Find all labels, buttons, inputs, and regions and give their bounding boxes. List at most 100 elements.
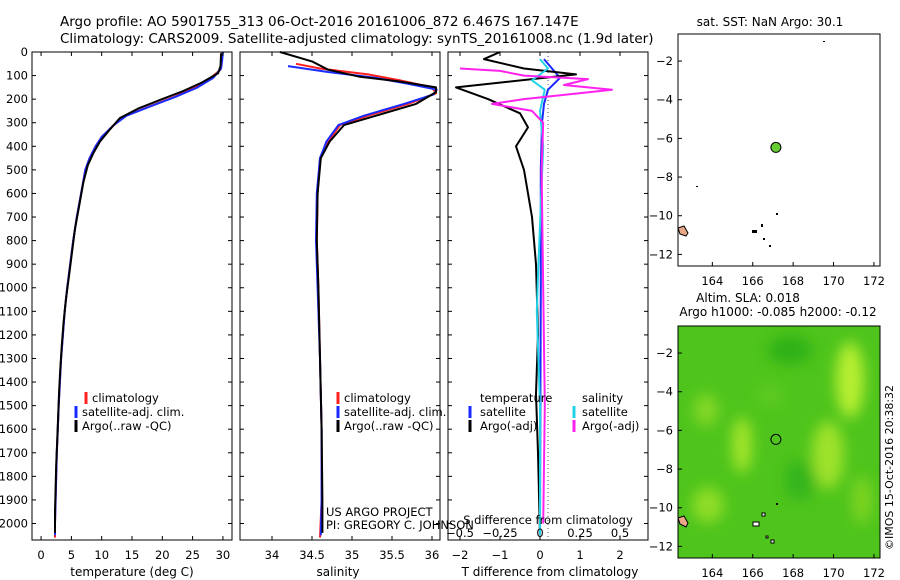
latitude-tick-label: −6 (656, 131, 673, 145)
temperature-x-tick-label: 0 (37, 548, 44, 562)
island (752, 230, 757, 233)
argo-float-position-marker (770, 141, 782, 153)
island (765, 535, 769, 539)
difference-x-tick-label: −1 (492, 548, 509, 562)
sla-map-title-line2: Argo h1000: -0.085 h2000: -0.12 (679, 305, 876, 319)
island (823, 41, 825, 42)
difference-legend: temperature salinity satellite Argo(-adj… (468, 391, 639, 433)
difference-x-tick-label: 2 (616, 548, 623, 562)
latitude-tick-label: −4 (656, 385, 673, 399)
depth-tick-label: 1800 (0, 469, 28, 483)
s-difference-tick-label: 0.5 (611, 526, 629, 540)
island (761, 224, 763, 227)
depth-tick-label: 400 (6, 139, 28, 153)
legend-temperature-title: temperature (480, 391, 552, 405)
sst-map-title: sat. SST: NaN Argo: 30.1 (697, 15, 844, 29)
island (776, 503, 778, 505)
salinity-series-climatology (295, 62, 437, 538)
depth-tick-label: 1200 (0, 328, 28, 342)
sla-map-title-line1: Altim. SLA: 0.018 (696, 291, 800, 305)
sla-map-panel: Altim. SLA: 0.018 Argo h1000: -0.085 h20… (649, 291, 885, 580)
latitude-tick-label: −12 (649, 247, 673, 261)
legend-argo-label: Argo(..raw -QC) (82, 419, 172, 433)
legend-satellite-label: satellite-adj. clim. (344, 405, 446, 419)
s-difference-tick-label: −0.5 (446, 526, 474, 540)
temperature-x-tick-label: 25 (185, 548, 200, 562)
salinity-series-satellite-adj-clim- (287, 65, 438, 536)
temperature-x-tick-label: 30 (216, 548, 231, 562)
legend-climatology-label: climatology (344, 391, 411, 405)
depth-tick-label: 1100 (0, 304, 28, 318)
project-credit: US ARGO PROJECT (326, 505, 434, 519)
s-difference-x-ticks: −0.5 −0.25 0 0.25 0.5 (446, 526, 629, 540)
salinity-x-tick-label: 36 (425, 548, 440, 562)
sla-patch (694, 394, 718, 426)
latitude-tick-label: −12 (649, 539, 673, 553)
temperature-profile-lines (54, 51, 224, 538)
sla-patch (768, 336, 812, 364)
imos-credit: ©IMOS 15-Oct-2016 20:38:32 (883, 385, 896, 550)
temperature-legend: climatology satellite-adj. clim. Argo(..… (74, 391, 184, 433)
longitude-tick-label: 170 (823, 566, 845, 580)
island (696, 186, 698, 187)
longitude-tick-label: 168 (782, 274, 804, 288)
temperature-panel: 0 5 10 15 20 25 30 0 100 200 300 400 500 600 700 800 90… (0, 45, 233, 579)
difference-profile-lines (455, 51, 613, 536)
temperature-x-tick-label: 5 (68, 548, 75, 562)
latitude-tick-label: −8 (656, 170, 673, 184)
depth-tick-label: 200 (6, 92, 28, 106)
island (752, 521, 760, 527)
s-difference-tick-label: −0.25 (482, 526, 517, 540)
sla-patch (758, 383, 782, 407)
figure-title-line1: Argo profile: AO 5901755_313 06-Oct-2016… (60, 14, 579, 30)
depth-tick-label: 100 (6, 69, 28, 83)
sst-map-panel: sat. SST: NaN Argo: 30.1 164 166 168 170 172… (649, 15, 885, 288)
s-difference-tick-label: 0.25 (567, 526, 593, 540)
difference-x-tick-label: 1 (576, 548, 583, 562)
temperature-x-tick-label: 20 (155, 548, 170, 562)
sst-map-y-ticks: −2 −4 −6 −8 −10 −12 (649, 54, 682, 261)
s-difference-label: S difference from climatology (463, 513, 633, 527)
depth-tick-label: 700 (6, 210, 28, 224)
legend-argo-label: Argo(..raw -QC) (344, 419, 434, 433)
salinity-series-argo-raw-qc- (279, 51, 437, 533)
depth-tick-label: 1400 (0, 375, 28, 389)
sla-map-frame (677, 325, 881, 559)
figure-title-line2: Climatology: CARS2009. Satellite-adjuste… (60, 31, 653, 47)
legend-salinity-title: salinity (582, 391, 623, 405)
argo-float-position-marker (770, 433, 782, 445)
island (761, 512, 766, 517)
salinity-panel: 34 34.5 35 35.5 36 salinity climatology sate… (239, 51, 474, 579)
legend-t-argo-label: Argo(-adj) (480, 419, 537, 433)
temperature-x-ticks: 0 5 10 15 20 25 30 (37, 52, 230, 562)
difference-series-t-satellite (539, 58, 561, 536)
t-difference-x-ticks: −2 −1 0 1 2 (452, 52, 624, 562)
longitude-tick-label: 166 (742, 274, 764, 288)
longitude-tick-label: 172 (863, 566, 885, 580)
depth-tick-label: 1000 (0, 281, 28, 295)
legend-s-satellite-label: satellite (582, 405, 628, 419)
longitude-tick-label: 172 (863, 274, 885, 288)
difference-series-s-argo-adj- (459, 67, 613, 524)
sla-patch (692, 487, 724, 523)
land-fragment-west (678, 515, 689, 528)
latitude-tick-label: −2 (656, 346, 673, 360)
salinity-x-tick-label: 35 (345, 548, 360, 562)
island (776, 213, 778, 215)
depth-tick-label: 300 (6, 116, 28, 130)
salinity-x-ticks: 34 34.5 35 35.5 36 (265, 52, 440, 562)
latitude-tick-label: −6 (656, 423, 673, 437)
difference-x-tick-label: −2 (452, 548, 469, 562)
temperature-plot-frame (31, 51, 233, 541)
salinity-profile-lines (279, 51, 438, 538)
temperature-x-tick-label: 15 (125, 548, 140, 562)
depth-tick-label: 900 (6, 257, 28, 271)
latitude-tick-label: −2 (656, 54, 673, 68)
temperature-series-climatology (54, 51, 224, 538)
island (770, 539, 775, 544)
salinity-y-ticks (240, 51, 440, 524)
difference-y-ticks (448, 51, 648, 524)
t-difference-x-label: T difference from climatology (461, 565, 639, 579)
temperature-series-satellite-adj-clim- (54, 51, 224, 536)
